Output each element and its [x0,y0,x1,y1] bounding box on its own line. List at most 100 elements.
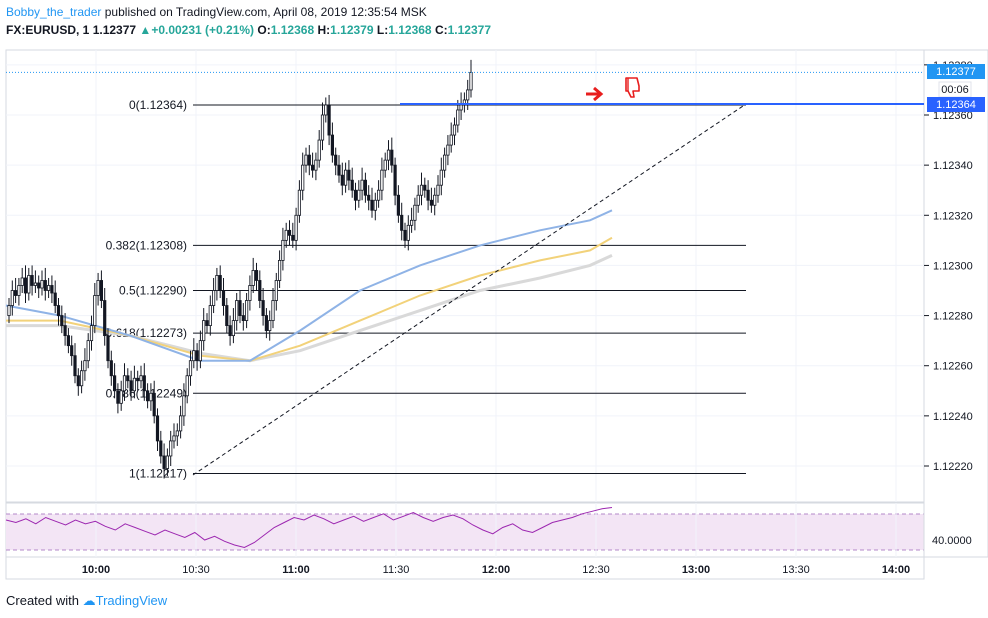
candle-body [363,179,368,196]
candle-body [301,164,305,191]
candle-body [281,239,285,261]
candle-body [205,320,209,327]
candle-body [307,154,311,166]
candle-body [63,325,67,337]
trend-line[interactable] [192,103,747,476]
time-tick-label: 14:00 [882,564,910,576]
candle-body [254,270,259,281]
candle-body [334,154,338,166]
candle-body [370,199,374,211]
price-pane[interactable] [5,49,925,503]
candle-body [86,340,90,362]
time-tick-label: 13:00 [682,564,710,576]
candle-body [353,189,358,201]
candle-body [294,214,298,241]
level-label: 1.12364 [936,99,976,111]
candle-body [149,392,153,402]
candle-body [175,430,179,437]
candle-body [182,395,186,417]
time-axis[interactable] [5,556,925,580]
candle-body [317,139,321,161]
candle-body [466,89,470,101]
candle-body [248,285,252,301]
candle-body [456,109,460,126]
candle-body [446,144,450,156]
candle-body [13,290,18,296]
candle-body [426,189,430,201]
candle-body [320,114,325,141]
candle-body [99,280,103,301]
candle-body [442,154,447,171]
candle-body [244,300,249,321]
candle-body [165,455,169,469]
close-value: 1.12377 [447,23,492,37]
price-axis[interactable] [923,49,988,558]
candle-body [221,290,226,306]
candle-body [452,124,457,136]
candle-body [198,340,202,362]
candle-body [106,335,110,362]
candle-body [449,134,453,146]
candle-body [116,390,120,404]
high-label: H: [317,23,331,37]
fibonacci-retracement[interactable]: 0(1.12364) 0.382(1.12308) 0.5(1.12290) 0.61… [106,98,746,481]
candle-body [429,199,434,206]
ma-fast-line [5,209,613,362]
candle-body [350,179,354,191]
candle-body [76,375,80,387]
candle-body [419,184,424,196]
symbol-label[interactable]: FX:EURUSD, 1 [6,23,90,37]
time-tick-label: 10:00 [82,564,110,576]
candle-body [357,189,361,201]
candle-body [178,415,183,432]
candle-body [436,184,440,196]
right-arrow-icon [586,86,604,102]
price-tick-label: 1.12220 [933,461,973,473]
candle-body [409,219,414,226]
candle-body [367,194,371,201]
candle-body [30,275,34,286]
rsi-line [5,507,613,549]
candle-body [251,270,255,286]
price-tick-label: 1.12300 [933,260,973,272]
candle-body [400,214,404,231]
candle-body [238,300,242,316]
candle-body [287,229,292,236]
candle-body [416,194,420,206]
candle-body [324,104,328,116]
candle-body [129,380,133,392]
author-link[interactable]: Bobby_the_trader [6,5,102,19]
candle-body [159,440,163,457]
candle-body [386,149,391,161]
candle-body [211,290,216,306]
candlesticks [7,59,473,479]
candle-body [56,305,61,316]
candle-body [80,370,84,387]
candle-body [47,285,51,291]
candle-body [96,280,100,296]
price-axis-ticks: 1.123801.123601.123401.123201.123001.122… [924,60,973,473]
change-value: +0.00231 (+0.21%) [151,23,255,37]
candle-body [172,435,176,442]
price-tick-label: 1.12280 [933,311,973,323]
candle-body [202,320,206,342]
publish-info: published on TradingView.com, April 08, … [104,5,427,19]
candle-body [17,285,21,296]
candle-body [304,154,308,166]
price-tick-label: 1.12340 [933,160,973,172]
candle-body [33,282,38,286]
candle-body [10,290,14,306]
candle-body [228,325,232,337]
publish-header: Bobby_the_trader published on TradingVie… [6,4,427,20]
candle-body [330,134,335,156]
candle-body [360,179,364,191]
candle-body [188,360,193,377]
candle-body [274,280,278,301]
tradingview-link[interactable]: TradingView [95,593,168,608]
candle-body [390,149,394,166]
quote-bar: FX:EURUSD, 1 1.12377 ▲+0.00231 (+0.21%) … [6,22,491,38]
up-arrow-icon: ▲ [139,23,152,37]
candle-body [215,275,219,291]
candle-body [231,320,235,337]
